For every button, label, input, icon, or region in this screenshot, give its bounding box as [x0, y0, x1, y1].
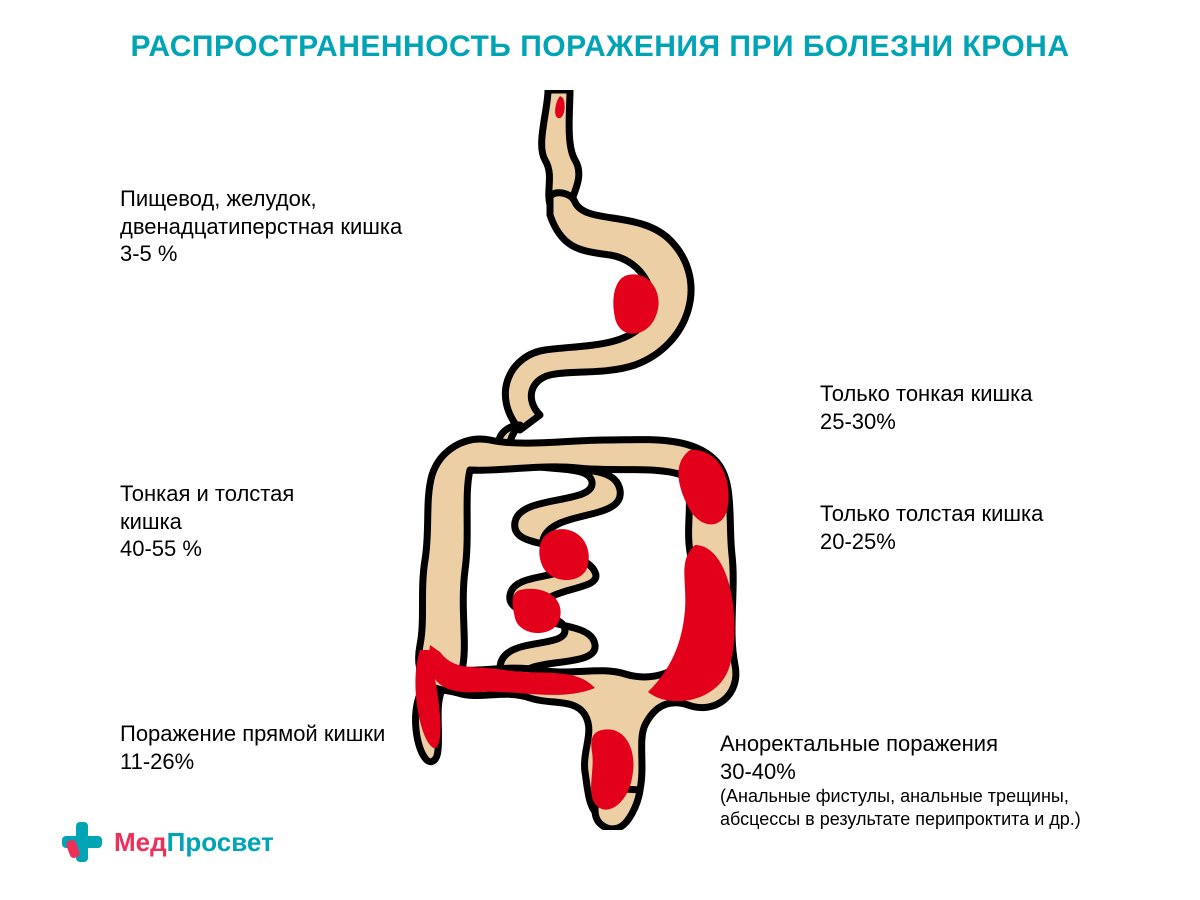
brand-logo: МедПросвет	[60, 820, 274, 864]
label-name: Поражение прямой кишки	[120, 720, 385, 748]
label-pct: 30-40%	[720, 758, 1081, 786]
brand-name-b: Просвет	[167, 827, 274, 857]
label-large-intestine-only: Только толстая кишка 20-25%	[820, 500, 1043, 555]
plus-cross-icon	[60, 820, 104, 864]
page-title: РАСПРОСТРАНЕННОСТЬ ПОРАЖЕНИЯ ПРИ БОЛЕЗНИ…	[0, 30, 1200, 64]
label-anorectal: Аноректальные поражения 30-40% (Анальные…	[720, 730, 1081, 830]
label-esophagus-stomach-duodenum: Пищевод, желудок,двенадцатиперстная кишк…	[120, 185, 402, 268]
brand-name-a: Мед	[114, 827, 167, 857]
infographic-root: РАСПРОСТРАНЕННОСТЬ ПОРАЖЕНИЯ ПРИ БОЛЕЗНИ…	[0, 0, 1200, 900]
label-pct: 3-5 %	[120, 240, 402, 268]
label-pct: 25-30%	[820, 408, 1032, 436]
label-pct: 40-55 %	[120, 535, 294, 563]
label-small-and-large-intestine: Тонкая и толстаякишка 40-55 %	[120, 480, 294, 563]
label-name: Аноректальные поражения	[720, 730, 1081, 758]
label-name: Только тонкая кишка	[820, 380, 1032, 408]
brand-name: МедПросвет	[114, 827, 274, 858]
label-pct: 11-26%	[120, 748, 385, 776]
digestive-tract-diagram	[370, 90, 800, 830]
label-pct: 20-25%	[820, 528, 1043, 556]
label-rectum: Поражение прямой кишки 11-26%	[120, 720, 385, 775]
gi-tract	[415, 90, 735, 829]
label-name: Пищевод, желудок,двенадцатиперстная кишк…	[120, 185, 402, 240]
label-name: Тонкая и толстаякишка	[120, 480, 294, 535]
label-name: Только толстая кишка	[820, 500, 1043, 528]
label-small-intestine-only: Только тонкая кишка 25-30%	[820, 380, 1032, 435]
label-note: (Анальные фистулы, анальные трещины,абсц…	[720, 785, 1081, 830]
